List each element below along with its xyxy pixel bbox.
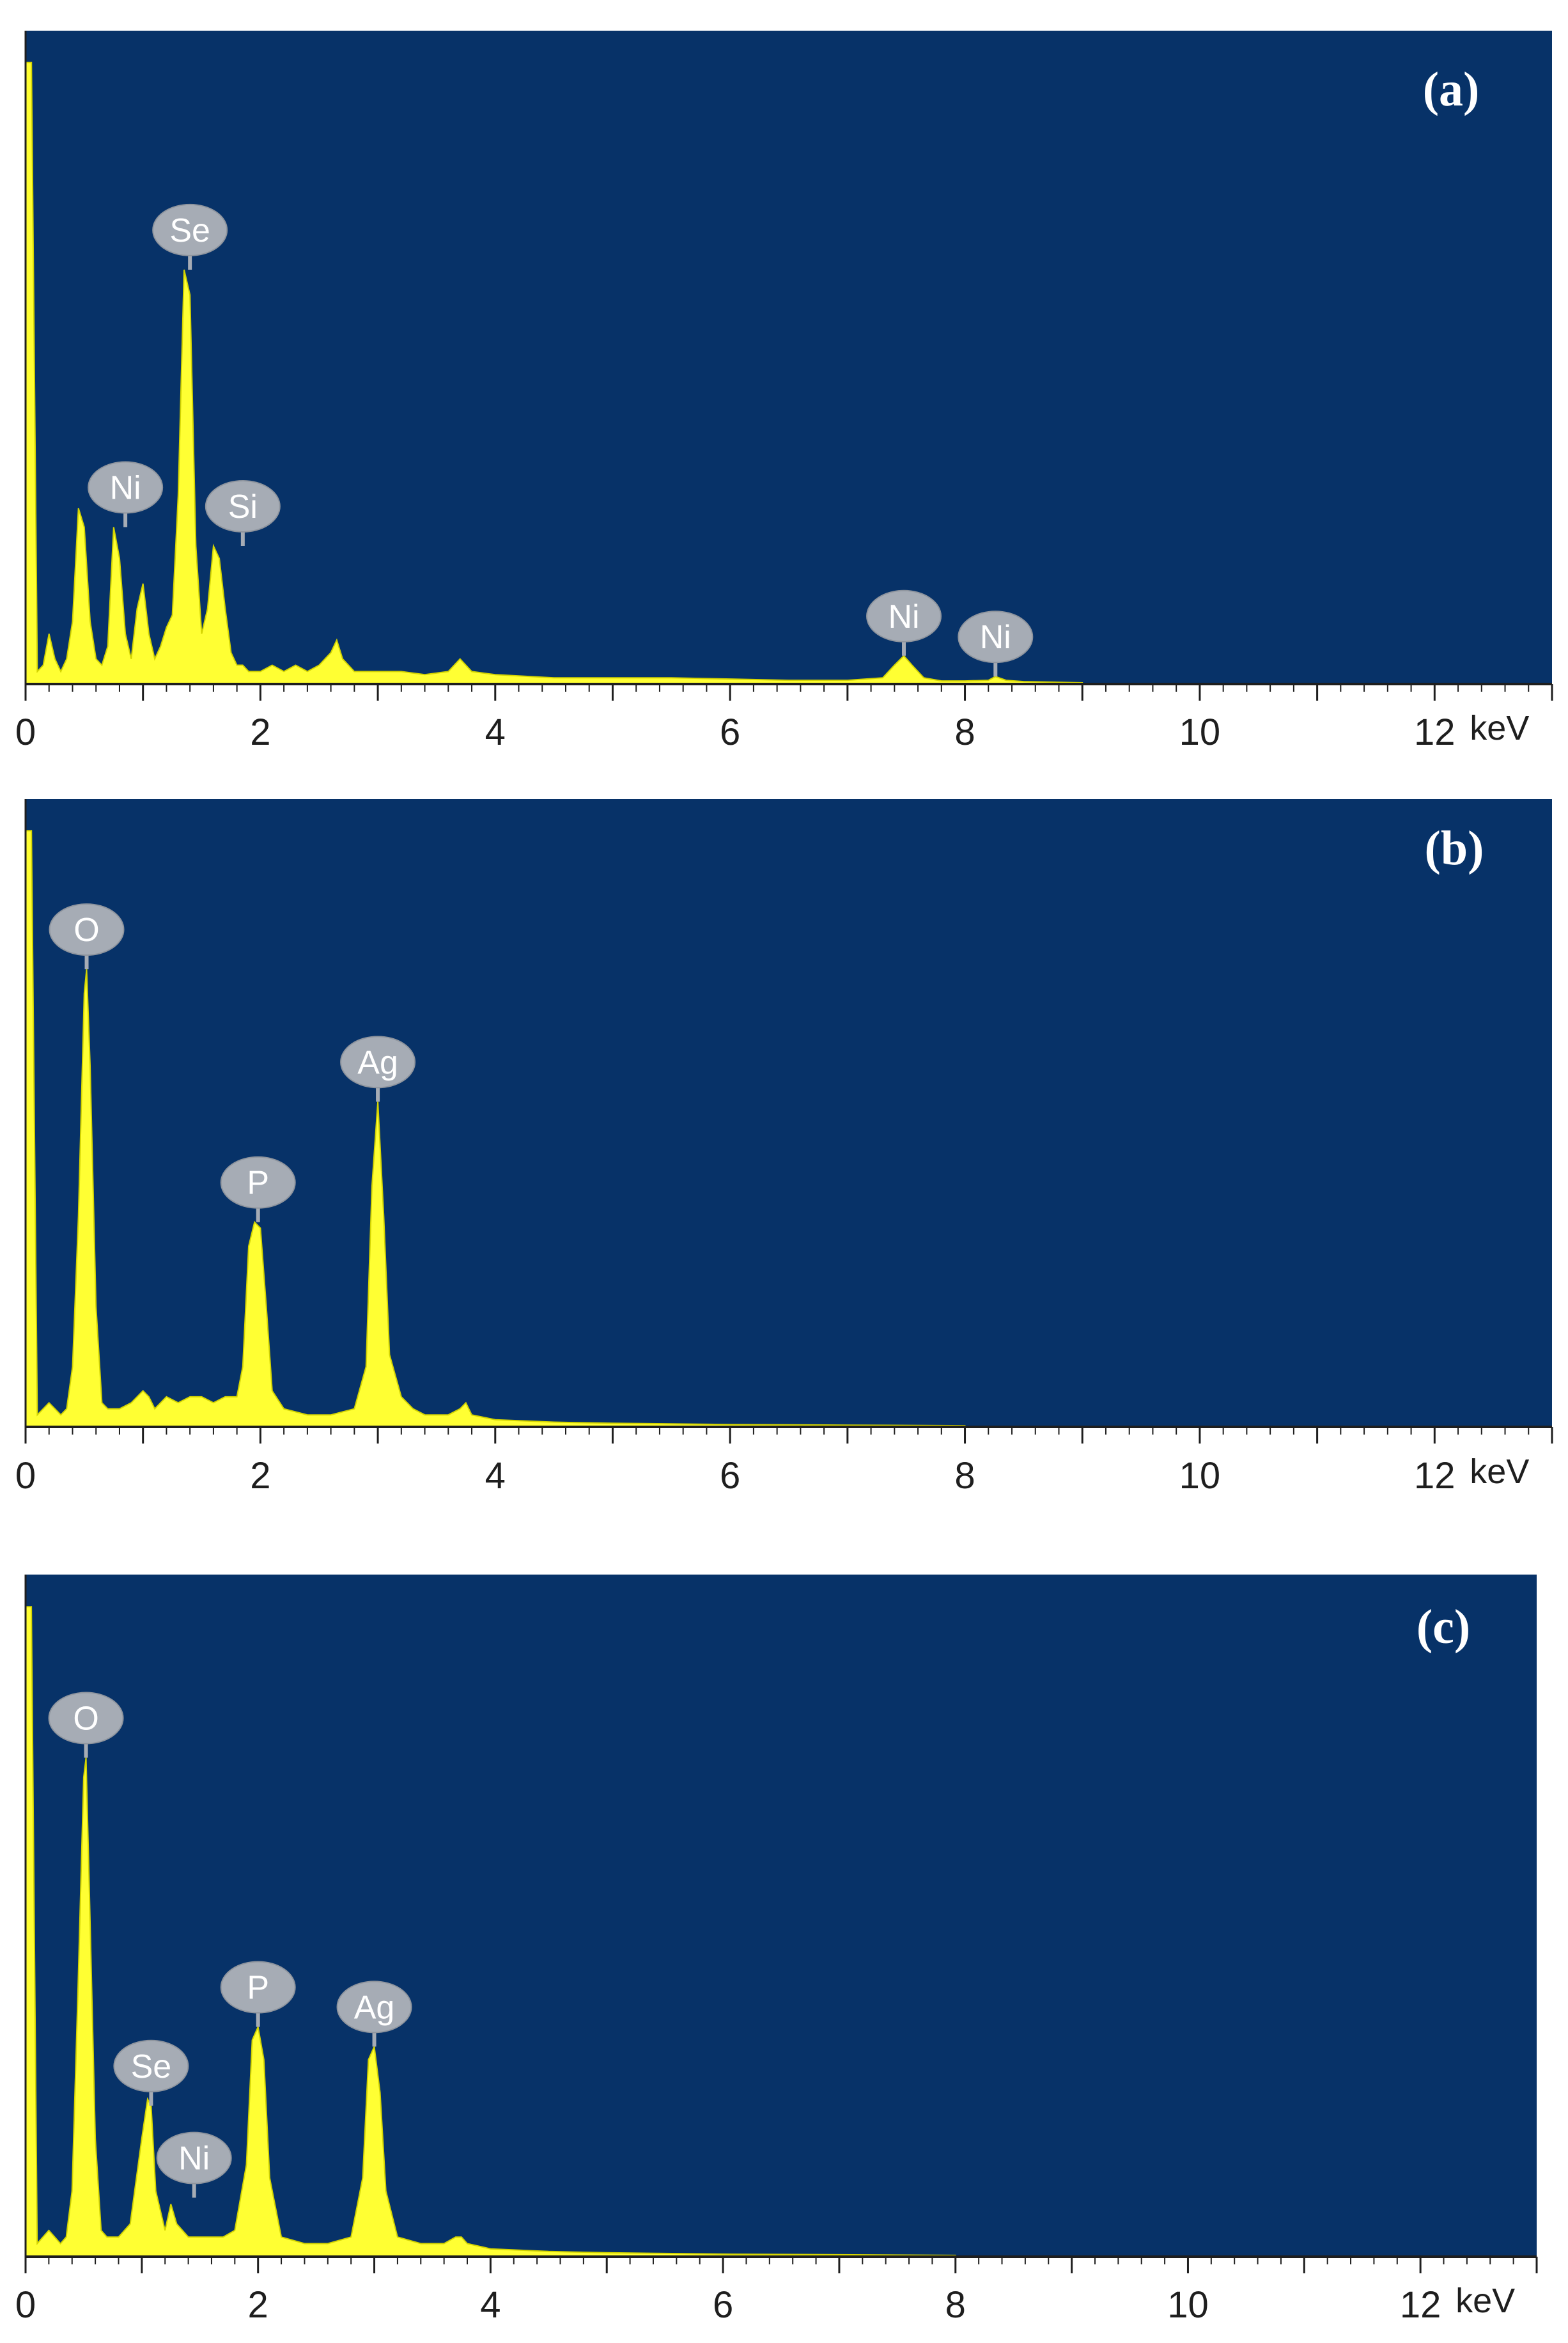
- peak-label-bubble: [220, 1961, 296, 2014]
- peak-label-bubble: [958, 611, 1034, 664]
- peak-label-ni: Ni: [866, 589, 942, 656]
- x-tick-label: 12: [1414, 1455, 1455, 1497]
- peak-label-bubble: [113, 2039, 189, 2092]
- spectrum-panel-b: 0 2 4 6 8 10 12 keV (b) O P Ag: [15, 799, 1553, 1497]
- plot-area: [26, 799, 1552, 1427]
- x-tick-label: 8: [945, 2284, 966, 2326]
- peak-label-ag: Ag: [336, 1981, 412, 2047]
- peak-label-o: O: [49, 903, 125, 970]
- panel-label: (c): [1417, 1600, 1470, 1654]
- peak-label-text: Ni: [888, 598, 919, 635]
- peak-label-se: Se: [113, 2039, 189, 2106]
- peak-label-bubble: [866, 589, 942, 642]
- x-tick-label: 2: [250, 712, 270, 753]
- peak-label-bubble: [336, 1981, 412, 2034]
- peak-label-bubble: [49, 903, 125, 956]
- peak-label-bubble: [88, 461, 164, 514]
- peak-label-text: O: [73, 1700, 98, 1737]
- peak-label-se: Se: [152, 203, 228, 270]
- x-tick-label: 4: [485, 1455, 506, 1497]
- x-tick-label: 0: [15, 2284, 36, 2326]
- peak-label-text: Ag: [354, 1989, 395, 2026]
- x-tick-label: 0: [15, 712, 36, 753]
- spectrum-area: [25, 61, 1083, 685]
- x-tick-label: 12: [1400, 2284, 1441, 2326]
- x-tick-label: 8: [954, 1455, 975, 1497]
- peak-label-bubble: [205, 479, 281, 533]
- peak-label-bubble: [156, 2131, 232, 2184]
- spectrum-area: [25, 1606, 956, 2257]
- peak-label-bubble: [152, 203, 228, 256]
- peak-label-text: Se: [169, 212, 210, 249]
- plot-area: [26, 1575, 1537, 2257]
- peak-label-text: Ni: [178, 2140, 210, 2177]
- x-tick-label: 4: [485, 712, 506, 753]
- panel-label: (a): [1423, 63, 1480, 116]
- panel-label: (b): [1425, 821, 1484, 875]
- peak-label-text: Ag: [357, 1044, 398, 1081]
- peak-label-text: Ni: [980, 619, 1011, 656]
- x-tick-label: 10: [1179, 712, 1221, 753]
- x-tick-label: 0: [15, 1455, 36, 1497]
- x-tick-label: 6: [720, 712, 740, 753]
- spectrum-panel-c: 0 2 4 6 8 10 12 keV (c) O Se Ni P Ag: [15, 1575, 1538, 2326]
- peak-label-si: Si: [205, 479, 281, 546]
- peak-label-ni: Ni: [156, 2131, 232, 2198]
- x-tick-label: 12: [1414, 712, 1455, 753]
- peak-label-ag: Ag: [340, 1036, 416, 1102]
- peak-label-text: P: [247, 1970, 269, 2007]
- x-tick-label: 10: [1179, 1455, 1221, 1497]
- peak-label-ni: Ni: [958, 611, 1034, 677]
- x-tick-label: 2: [248, 2284, 268, 2326]
- peak-label-p: P: [220, 1961, 296, 2027]
- peak-label-text: P: [247, 1165, 269, 1202]
- peak-label-text: Si: [228, 488, 258, 525]
- x-tick-label: 6: [720, 1455, 740, 1497]
- x-axis-unit-label: keV: [1455, 2282, 1515, 2320]
- peak-label-bubble: [220, 1156, 296, 1209]
- x-tick-label: 6: [713, 2284, 733, 2326]
- peak-label-o: O: [48, 1692, 124, 1758]
- peak-label-text: O: [74, 912, 99, 949]
- x-tick-label: 10: [1167, 2284, 1209, 2326]
- x-axis-unit-label: keV: [1470, 1452, 1529, 1491]
- peak-label-text: Ni: [110, 470, 141, 507]
- x-tick-label: 8: [954, 712, 975, 753]
- peak-label-text: Se: [131, 2048, 172, 2085]
- peak-label-bubble: [48, 1692, 124, 1745]
- plot-area: [26, 31, 1552, 684]
- peak-label-p: P: [220, 1156, 296, 1222]
- x-tick-label: 2: [250, 1455, 270, 1497]
- peak-label-ni: Ni: [88, 461, 164, 527]
- x-tick-label: 4: [480, 2284, 501, 2326]
- x-axis-unit-label: keV: [1470, 709, 1529, 747]
- spectrum-area: [25, 830, 966, 1428]
- peak-label-bubble: [340, 1036, 416, 1089]
- spectrum-panel-a: 0 2 4 6 8 10 12 keV (a) Se Ni Si Ni Ni: [15, 31, 1553, 753]
